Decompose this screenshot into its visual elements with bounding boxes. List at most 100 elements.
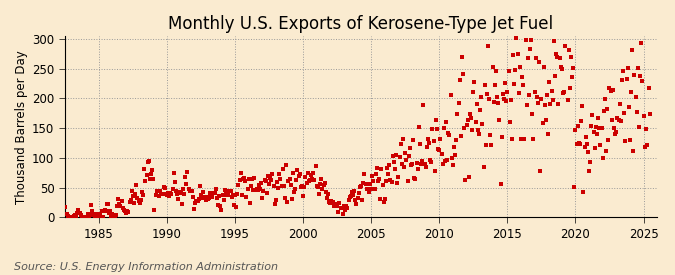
Point xyxy=(423,136,433,141)
Point xyxy=(638,114,649,119)
Point xyxy=(595,143,606,147)
Point xyxy=(213,203,223,207)
Point xyxy=(336,205,347,210)
Point xyxy=(341,204,352,208)
Point xyxy=(450,153,460,157)
Point xyxy=(76,215,87,219)
Point xyxy=(435,136,446,141)
Point xyxy=(265,175,275,180)
Point xyxy=(571,142,582,147)
Point xyxy=(358,181,369,185)
Point xyxy=(458,72,468,76)
Point xyxy=(408,138,418,142)
Point xyxy=(367,174,378,178)
Point xyxy=(315,182,325,186)
Point xyxy=(517,75,528,79)
Point xyxy=(346,190,357,194)
Point xyxy=(516,137,526,141)
Point xyxy=(214,194,225,198)
Point xyxy=(78,215,88,219)
Point xyxy=(433,147,443,152)
Point xyxy=(143,159,154,163)
Point xyxy=(580,135,591,139)
Point xyxy=(313,185,323,189)
Point xyxy=(403,154,414,159)
Point xyxy=(524,47,535,51)
Point xyxy=(533,100,543,105)
Point xyxy=(414,125,425,129)
Point xyxy=(225,189,236,193)
Point xyxy=(154,194,165,199)
Point xyxy=(500,81,510,85)
Point xyxy=(495,182,506,187)
Point xyxy=(339,204,350,208)
Point xyxy=(115,204,126,209)
Point xyxy=(259,178,270,182)
Point xyxy=(116,199,127,203)
Point xyxy=(508,53,518,58)
Point xyxy=(529,90,540,94)
Point xyxy=(546,89,557,93)
Point xyxy=(578,190,589,194)
Point xyxy=(468,90,479,94)
Point xyxy=(334,201,345,205)
Point xyxy=(103,202,113,206)
Point xyxy=(303,179,314,183)
Point xyxy=(437,162,448,166)
Point xyxy=(591,131,602,136)
Point xyxy=(612,116,623,121)
Point xyxy=(99,208,110,213)
Point xyxy=(426,160,437,164)
Point xyxy=(292,168,303,172)
Point xyxy=(406,163,416,167)
Point xyxy=(401,158,412,162)
Point xyxy=(453,101,464,105)
Point xyxy=(171,189,182,194)
Point xyxy=(349,189,360,194)
Point xyxy=(348,192,358,197)
Point xyxy=(113,197,124,201)
Point xyxy=(79,215,90,219)
Point xyxy=(310,164,321,168)
Point xyxy=(124,199,135,204)
Point xyxy=(274,172,285,176)
Point xyxy=(466,116,477,120)
Point xyxy=(344,195,355,200)
Point xyxy=(511,35,522,40)
Point xyxy=(131,183,142,187)
Point xyxy=(527,112,538,116)
Point xyxy=(164,193,175,198)
Point xyxy=(535,169,545,173)
Point xyxy=(80,215,90,219)
Point xyxy=(204,196,215,201)
Point xyxy=(176,191,186,195)
Point xyxy=(389,167,400,172)
Point xyxy=(182,170,193,174)
Point xyxy=(393,175,404,179)
Point xyxy=(93,215,104,219)
Point xyxy=(342,205,353,210)
Point xyxy=(236,171,246,175)
Point xyxy=(211,187,221,192)
Point xyxy=(240,179,250,183)
Point xyxy=(157,192,168,196)
Point xyxy=(82,211,93,216)
Point xyxy=(168,171,179,175)
Point xyxy=(161,193,172,197)
Point xyxy=(171,192,182,197)
Point xyxy=(434,148,445,152)
Point xyxy=(474,132,485,136)
Point xyxy=(350,198,360,203)
Point xyxy=(526,38,537,43)
Point xyxy=(231,204,242,209)
Point xyxy=(630,94,641,99)
Point xyxy=(283,179,294,183)
Point xyxy=(547,98,558,102)
Point xyxy=(268,183,279,188)
Point xyxy=(443,130,454,135)
Point xyxy=(296,184,307,188)
Point xyxy=(539,103,550,107)
Point xyxy=(375,196,385,201)
Point xyxy=(584,169,595,173)
Point xyxy=(494,118,505,122)
